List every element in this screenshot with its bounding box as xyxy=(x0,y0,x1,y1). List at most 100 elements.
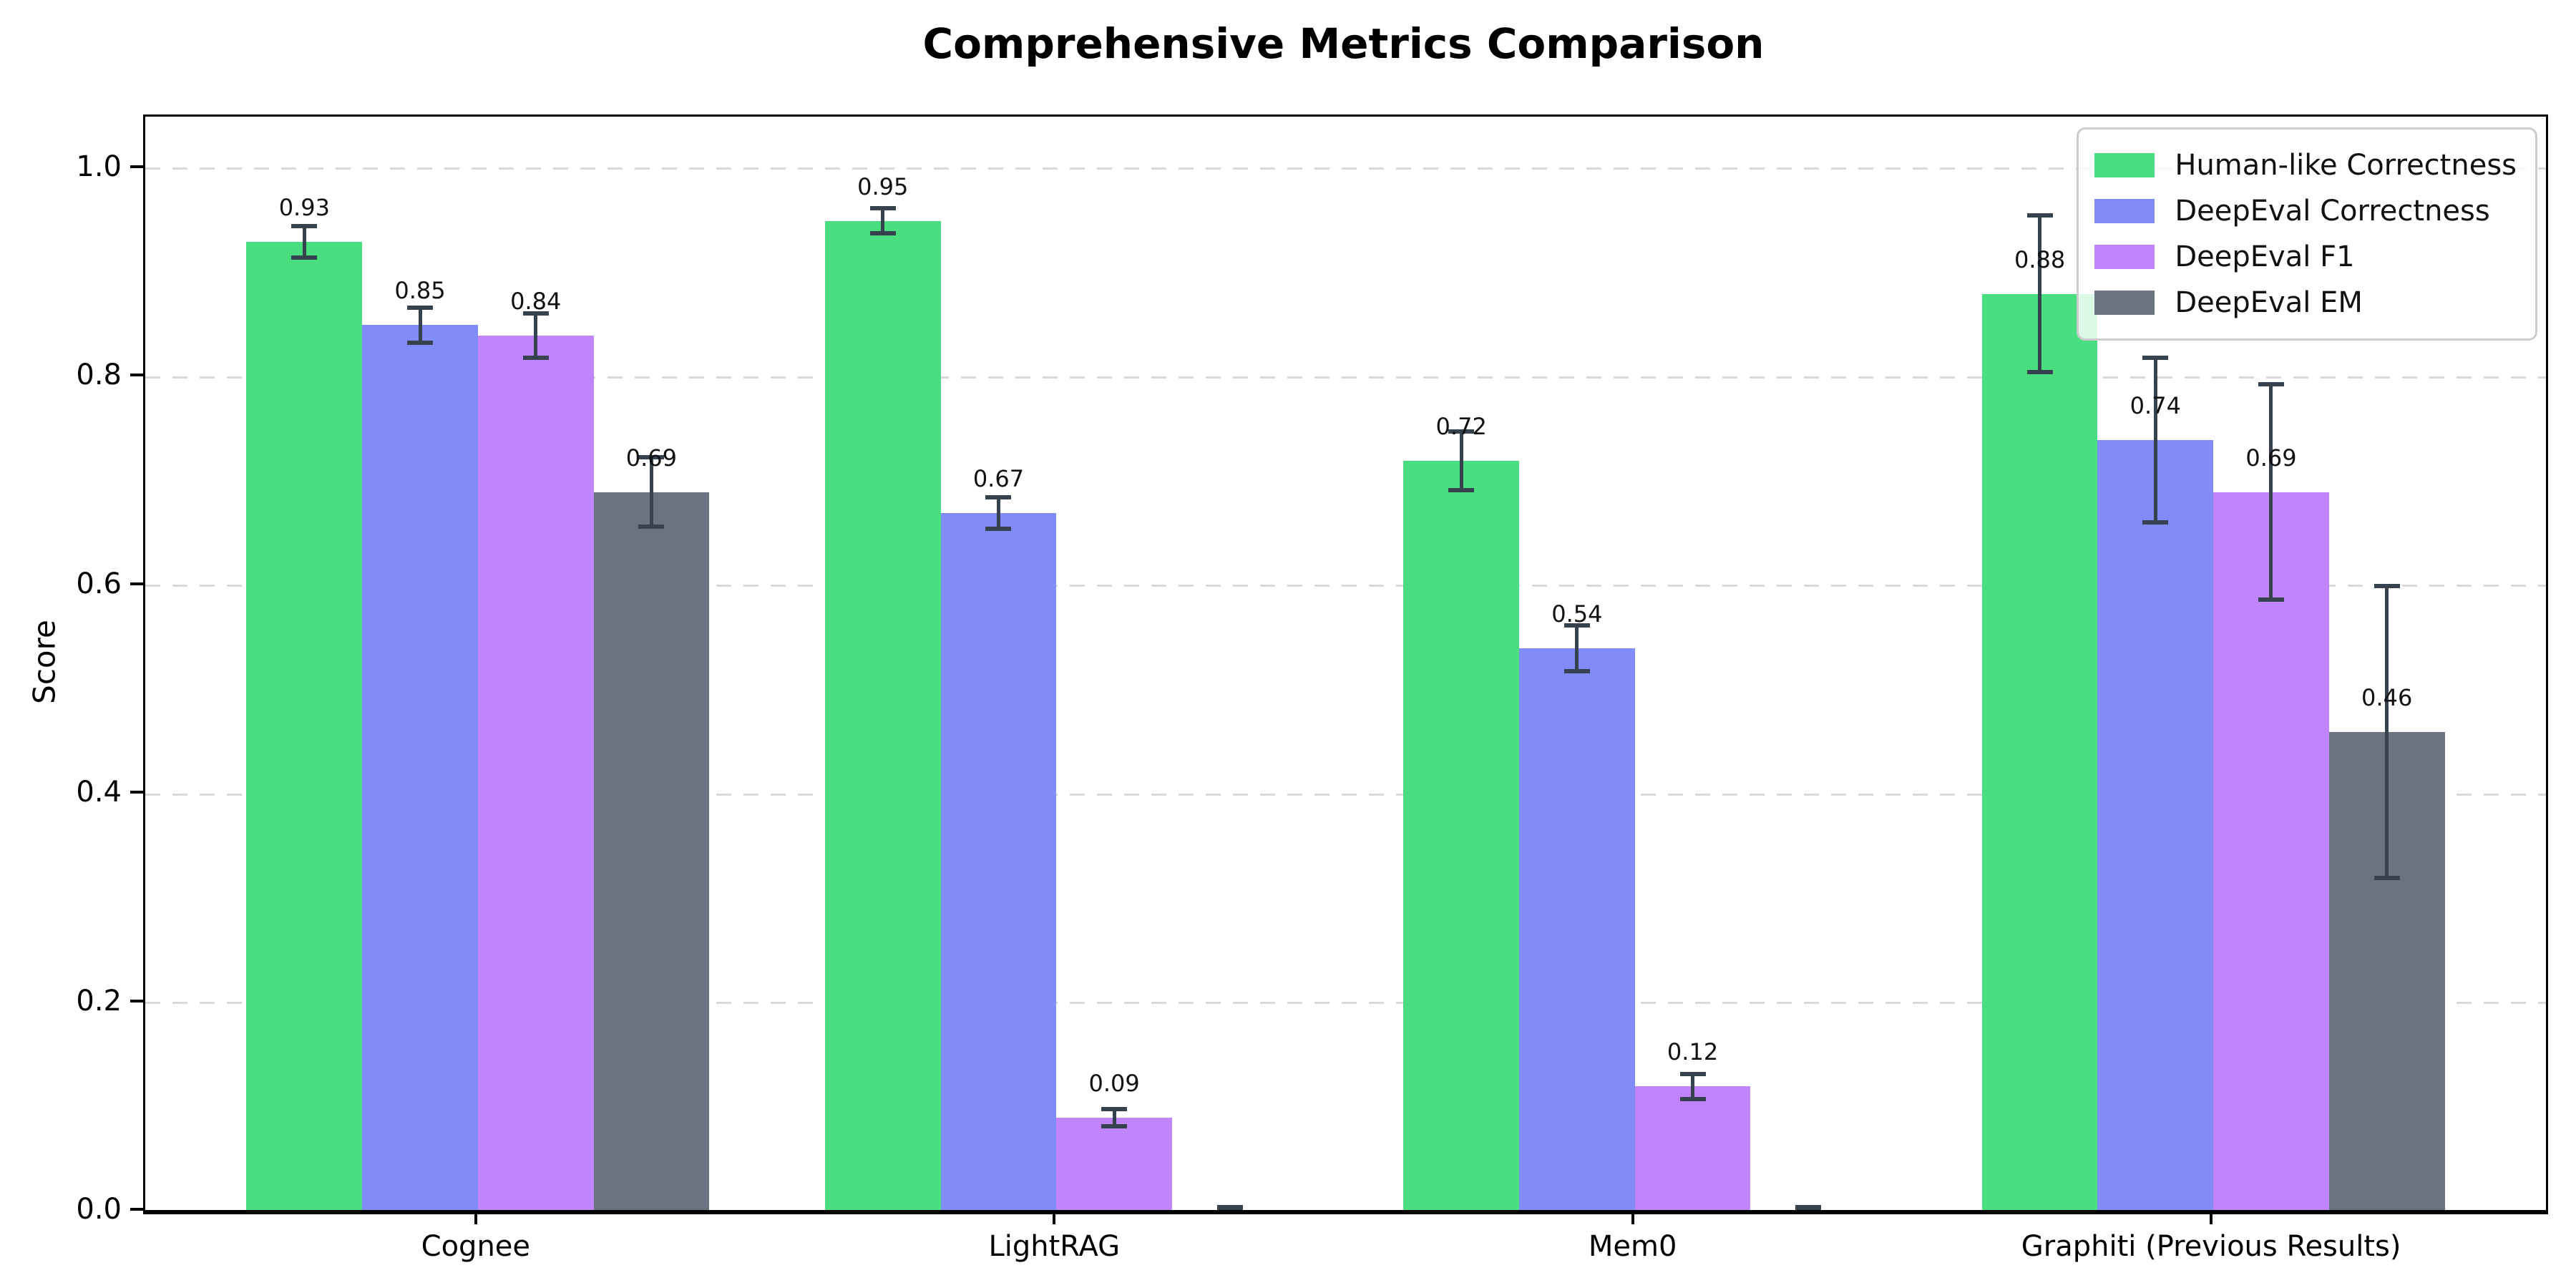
error-bar-Mem0-DeepEval F1 xyxy=(1691,1073,1695,1099)
x-tick-Mem0 xyxy=(1631,1211,1634,1224)
error-cap-top-Cognee-DeepEval Correctness xyxy=(407,305,433,310)
error-cap-bottom-Cognee-DeepEval EM xyxy=(638,524,665,529)
y-axis-title: Score xyxy=(26,620,62,704)
legend-label: DeepEval Correctness xyxy=(2175,195,2490,228)
error-cap-bottom-Cognee-DeepEval F1 xyxy=(522,355,549,360)
bar-LightRAG-Human-like Correctness xyxy=(824,220,941,1211)
gridline-y-0.4 xyxy=(145,793,2546,796)
error-cap-bottom-LightRAG-DeepEval Correctness xyxy=(985,526,1012,531)
bar-Cognee-DeepEval EM xyxy=(593,492,710,1211)
y-tick-label-1.0: 1.0 xyxy=(76,150,122,183)
bar-value-label-LightRAG-DeepEval Correctness: 0.67 xyxy=(972,464,1025,492)
error-cap-top-LightRAG-Human-like Correctness xyxy=(869,206,896,211)
y-tick-0.4 xyxy=(130,791,143,794)
legend-label: Human-like Correctness xyxy=(2175,149,2517,182)
y-tick-label-0.2: 0.2 xyxy=(76,984,122,1018)
bar-Cognee-Human-like Correctness xyxy=(246,241,363,1211)
gridline-y-0.6 xyxy=(145,585,2546,587)
bar-LightRAG-DeepEval F1 xyxy=(1056,1117,1172,1211)
error-cap-top-Mem0-DeepEval Correctness xyxy=(1563,623,1590,628)
bar-value-label-Mem0-DeepEval F1: 0.12 xyxy=(1667,1038,1719,1066)
error-cap-top-LightRAG-DeepEval EM xyxy=(1216,1205,1243,1210)
bar-value-label-Graphiti (Previous Results)-DeepEval F1: 0.69 xyxy=(2245,444,2297,472)
gridline-y-0.8 xyxy=(145,376,2546,379)
error-bar-Graphiti (Previous Results)-DeepEval Correctness xyxy=(2153,357,2157,522)
error-cap-top-LightRAG-DeepEval F1 xyxy=(1101,1107,1128,1112)
bar-Graphiti (Previous Results)-Human-like Correctness xyxy=(1981,293,2098,1211)
gridline-y-1.0 xyxy=(145,167,2546,170)
bar-Mem0-Human-like Correctness xyxy=(1403,460,1519,1211)
bar-value-label-Cognee-DeepEval F1: 0.84 xyxy=(510,288,562,315)
x-tick-Graphiti (Previous Results) xyxy=(2210,1211,2213,1224)
error-cap-top-Mem0-DeepEval EM xyxy=(1795,1205,1822,1210)
bar-value-label-LightRAG-DeepEval F1: 0.09 xyxy=(1088,1069,1140,1097)
gridline-y-0.2 xyxy=(145,1002,2546,1005)
bar-value-label-Graphiti (Previous Results)-Human-like Correctness: 0.88 xyxy=(2014,245,2066,273)
bar-value-label-Cognee-DeepEval Correctness: 0.85 xyxy=(394,277,446,305)
y-tick-0.2 xyxy=(130,999,143,1002)
bar-Graphiti (Previous Results)-DeepEval Correctness xyxy=(2097,439,2214,1211)
legend-item-DeepEval Correctness: DeepEval Correctness xyxy=(2094,188,2517,234)
error-cap-bottom-Cognee-DeepEval Correctness xyxy=(407,341,433,346)
error-cap-top-Cognee-DeepEval F1 xyxy=(522,311,549,316)
error-cap-bottom-Mem0-Human-like Correctness xyxy=(1448,487,1475,492)
bar-Graphiti (Previous Results)-DeepEval F1 xyxy=(2213,492,2329,1211)
error-cap-top-Graphiti (Previous Results)-DeepEval Correctness xyxy=(2142,355,2169,360)
error-bar-Cognee-DeepEval EM xyxy=(649,457,653,527)
bar-Cognee-DeepEval Correctness xyxy=(362,325,478,1211)
error-bar-Cognee-Human-like Correctness xyxy=(302,226,306,258)
y-tick-0.8 xyxy=(130,374,143,377)
y-tick-label-0.4: 0.4 xyxy=(76,776,122,809)
x-tick-label-Cognee: Cognee xyxy=(421,1230,531,1263)
legend: Human-like Correctness DeepEval Correctne… xyxy=(2077,127,2537,341)
error-cap-bottom-Cognee-Human-like Correctness xyxy=(291,255,318,260)
error-bar-LightRAG-DeepEval F1 xyxy=(1112,1109,1116,1126)
error-bar-Mem0-DeepEval Correctness xyxy=(1575,625,1579,672)
x-tick-Cognee xyxy=(474,1211,477,1224)
legend-item-Human-like Correctness: Human-like Correctness xyxy=(2094,142,2517,188)
error-cap-bottom-LightRAG-Human-like Correctness xyxy=(869,231,896,236)
bar-Mem0-DeepEval F1 xyxy=(1634,1086,1751,1211)
y-tick-1.0 xyxy=(130,165,143,168)
y-tick-label-0.0: 0.0 xyxy=(76,1193,122,1226)
y-tick-0.6 xyxy=(130,582,143,585)
error-cap-top-Mem0-DeepEval F1 xyxy=(1679,1071,1706,1076)
error-cap-bottom-Mem0-DeepEval Correctness xyxy=(1563,669,1590,674)
chart-title: Comprehensive Metrics Comparison xyxy=(922,19,1765,68)
x-tick-label-Graphiti (Previous Results): Graphiti (Previous Results) xyxy=(2021,1230,2401,1263)
error-cap-top-Graphiti (Previous Results)-DeepEval EM xyxy=(2373,583,2400,588)
error-bar-Cognee-DeepEval Correctness xyxy=(418,307,422,343)
bar-value-label-Mem0-Human-like Correctness: 0.72 xyxy=(1435,412,1487,440)
bar-value-label-LightRAG-Human-like Correctness: 0.95 xyxy=(857,172,909,200)
bar-value-label-Cognee-Human-like Correctness: 0.93 xyxy=(278,193,330,221)
error-cap-bottom-Mem0-DeepEval F1 xyxy=(1679,1096,1706,1101)
error-cap-bottom-Graphiti (Previous Results)-DeepEval Correctness xyxy=(2142,519,2169,525)
bar-value-label-Graphiti (Previous Results)-DeepEval EM: 0.46 xyxy=(2361,683,2413,711)
x-tick-label-Mem0: Mem0 xyxy=(1588,1230,1677,1263)
error-cap-top-LightRAG-DeepEval Correctness xyxy=(985,494,1012,499)
y-tick-label-0.6: 0.6 xyxy=(76,567,122,600)
error-cap-top-Cognee-Human-like Correctness xyxy=(291,224,318,228)
legend-swatch-icon xyxy=(2094,199,2155,223)
bar-value-label-Cognee-DeepEval EM: 0.69 xyxy=(625,444,677,472)
x-tick-LightRAG xyxy=(1053,1211,1056,1224)
error-bar-Graphiti (Previous Results)-Human-like Correctness xyxy=(2038,215,2042,372)
error-bar-Cognee-DeepEval F1 xyxy=(534,313,538,358)
error-cap-bottom-Graphiti (Previous Results)-DeepEval F1 xyxy=(2258,597,2284,602)
y-tick-0.0 xyxy=(130,1208,143,1211)
error-bar-LightRAG-Human-like Correctness xyxy=(881,208,885,234)
legend-swatch-icon xyxy=(2094,291,2155,315)
bar-value-label-Graphiti (Previous Results)-DeepEval Correctness: 0.74 xyxy=(2129,391,2181,419)
legend-swatch-icon xyxy=(2094,245,2155,269)
legend-item-DeepEval F1: DeepEval F1 xyxy=(2094,234,2517,280)
error-cap-bottom-Graphiti (Previous Results)-Human-like Correctness xyxy=(2026,370,2053,374)
x-axis-line xyxy=(143,1210,2548,1214)
bar-Cognee-DeepEval F1 xyxy=(477,336,594,1211)
legend-swatch-icon xyxy=(2094,153,2155,177)
legend-label: DeepEval EM xyxy=(2175,286,2363,319)
error-bar-Graphiti (Previous Results)-DeepEval F1 xyxy=(2269,384,2273,600)
bar-Mem0-DeepEval Correctness xyxy=(1519,648,1635,1211)
error-bar-Mem0-Human-like Correctness xyxy=(1459,431,1463,490)
error-cap-top-Mem0-Human-like Correctness xyxy=(1448,429,1475,434)
